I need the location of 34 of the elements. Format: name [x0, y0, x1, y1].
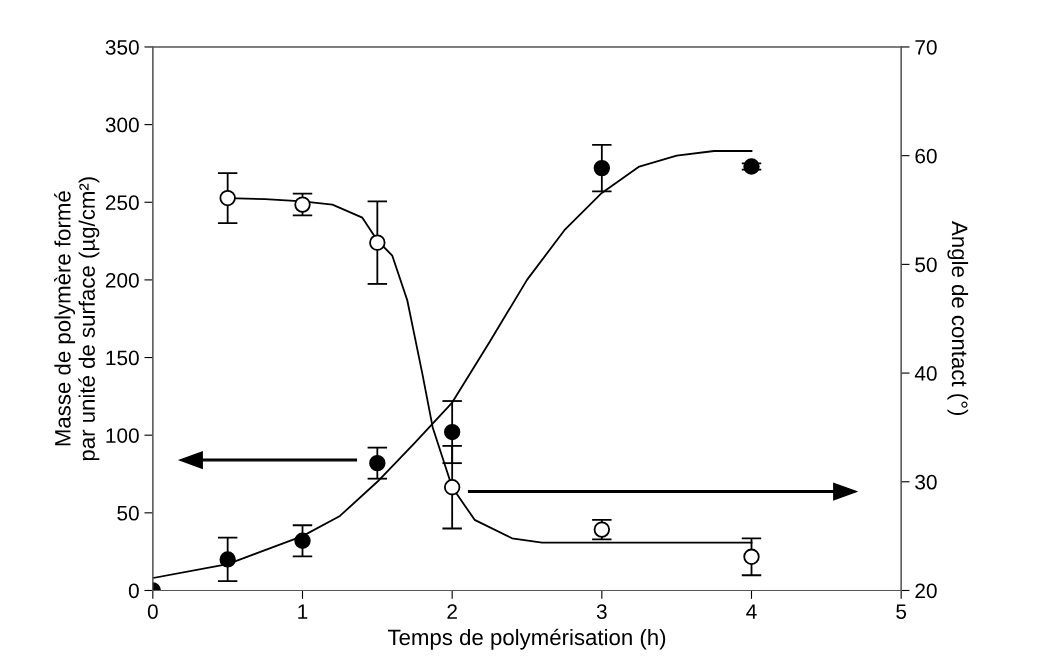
- point: [443, 423, 461, 441]
- y-tick-label: 200: [105, 272, 139, 288]
- point: [369, 454, 386, 472]
- x-tick-label: 4: [746, 604, 757, 619]
- x-tick-label: 0: [147, 604, 158, 619]
- y-axis-title: Masse de polymère formé par unité de surface (µg/cm²): [54, 177, 100, 461]
- point: [219, 189, 236, 207]
- x-axis-title: Temps de polymérisation (h): [387, 628, 666, 650]
- point: [743, 548, 760, 565]
- point: [219, 551, 236, 568]
- y2-tick-label: 20: [915, 583, 937, 599]
- x-tick-label: 2: [447, 604, 457, 619]
- y2-tick-label: 40: [914, 366, 937, 381]
- line-series: [152, 150, 753, 579]
- point: [369, 234, 386, 251]
- y2-tick-label: 60: [915, 148, 937, 164]
- point: [743, 158, 760, 175]
- y2-tick-label: 30: [915, 474, 937, 490]
- point: [593, 159, 611, 177]
- y-tick-label: 300: [105, 117, 139, 133]
- y2-axis-title: Angle de contact (°): [947, 221, 969, 416]
- y-tick-label: 350: [105, 39, 139, 55]
- y-tick-label: 0: [128, 583, 139, 599]
- point: [443, 479, 461, 496]
- y2-tick-label: 70: [915, 39, 937, 55]
- x-tick-label: 1: [298, 604, 308, 619]
- y-tick-label: 250: [105, 195, 139, 211]
- y-tick-label: 100: [106, 428, 139, 443]
- point: [294, 532, 311, 549]
- y2-tick-label: 50: [915, 257, 937, 273]
- x-tick-label: 5: [896, 604, 907, 619]
- y-tick-label: 50: [117, 505, 139, 521]
- x-tick-label: 3: [596, 604, 607, 619]
- y-tick-label: 150: [106, 350, 139, 366]
